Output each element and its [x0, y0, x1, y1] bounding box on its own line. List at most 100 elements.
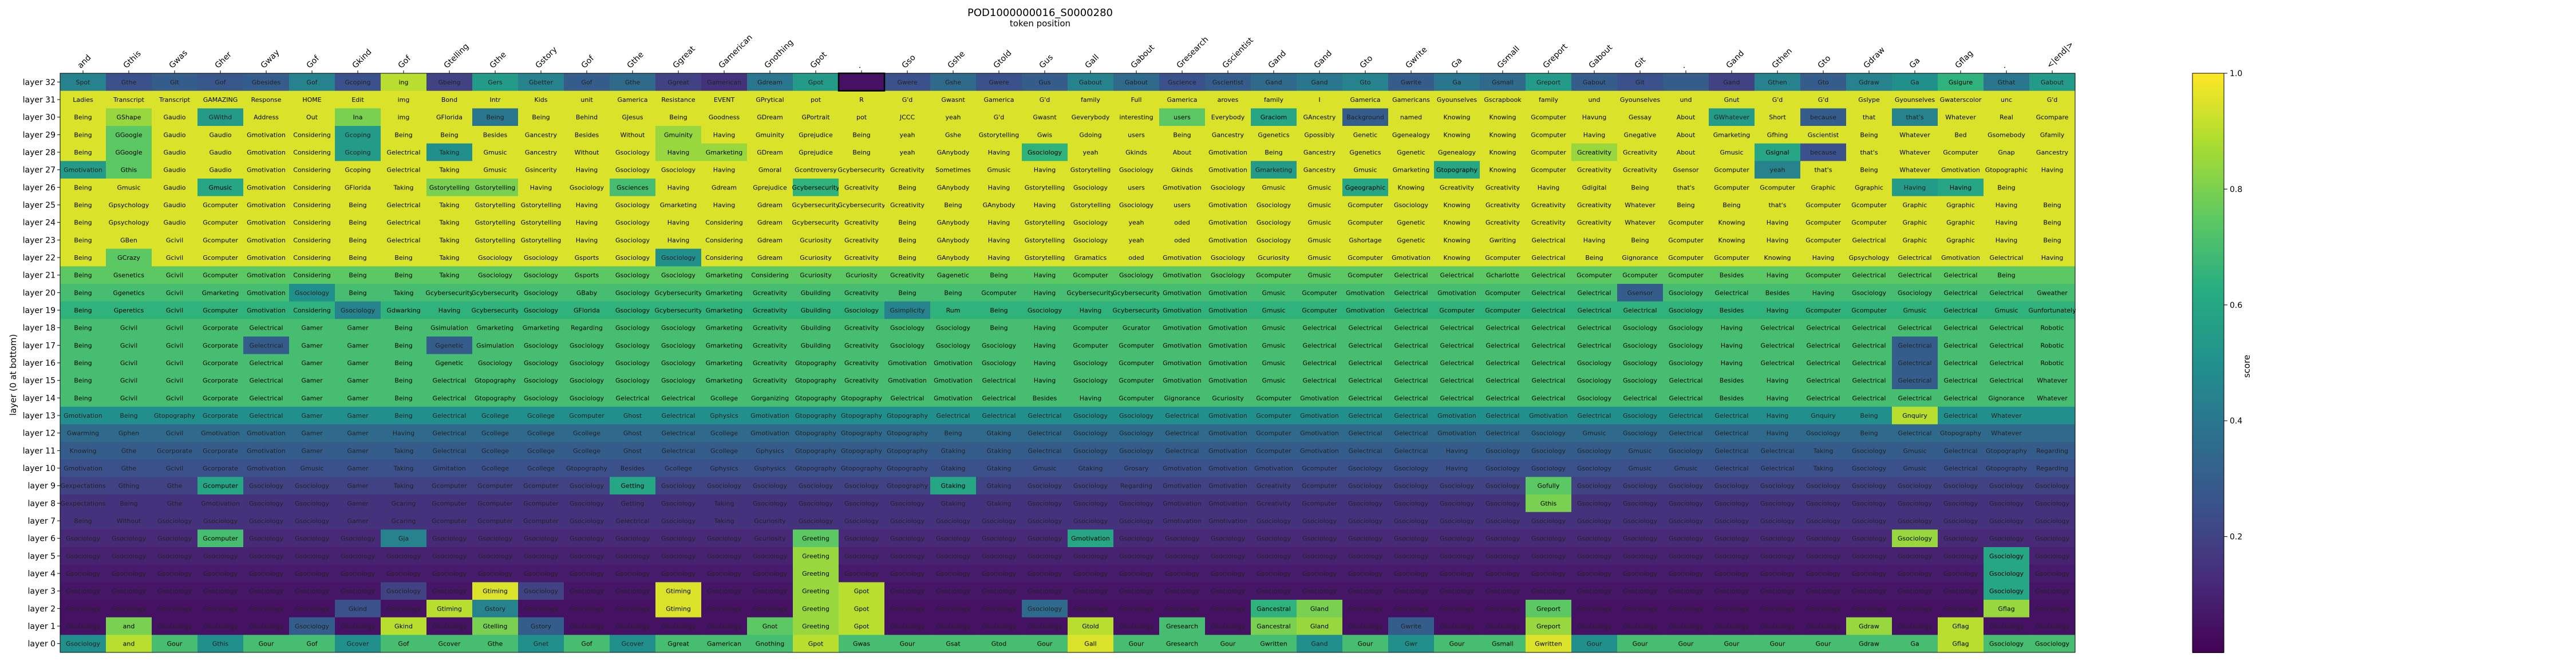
cell-label: Gsociology: [66, 605, 101, 612]
cell-label: Getting: [621, 500, 645, 507]
cell-label: Git: [1635, 78, 1645, 86]
cell-label: Bed: [1954, 131, 1966, 138]
heatmap-cell: [1526, 73, 1572, 92]
cell-label: Having: [1080, 394, 1102, 402]
cell-label: Gelectrical: [1303, 377, 1337, 385]
cell-label: Gsociology: [249, 517, 284, 525]
cell-label: Being: [394, 412, 412, 419]
cell-label: Gwasnt: [941, 96, 965, 104]
cell-label: Gand: [1265, 78, 1282, 86]
cell-label: Gmotivation: [1163, 342, 1202, 349]
cell-label: Gcomputer: [1119, 342, 1154, 349]
cell-label: Gsociology: [570, 588, 605, 595]
cell-label: Gsociology: [1485, 570, 1520, 577]
cell-label: Being: [990, 272, 1008, 279]
cell-label: Gsociology: [661, 167, 696, 174]
heatmap-cell: [1022, 179, 1068, 197]
cell-label: Gsociology: [2035, 482, 2070, 490]
cell-label: Gsociology: [203, 588, 238, 595]
cell-label: Gyounselves: [1620, 96, 1661, 104]
cell-label: Gelectrical: [1440, 377, 1474, 385]
heatmap-cell: [1068, 196, 1114, 214]
cell-label: Gsimulation: [430, 324, 468, 332]
cell-label: Gsociology: [524, 394, 559, 402]
cell-label: Gelectrical: [1394, 307, 1428, 314]
cell-label: GPortrait: [802, 114, 831, 121]
cell-label: Having: [576, 201, 598, 209]
cell-label: Ggreat: [667, 640, 689, 648]
cell-label: Knowing: [1444, 114, 1471, 121]
heatmap-cell: [930, 231, 977, 250]
cell-label: Gelectrical: [1486, 412, 1520, 419]
cell-label: Gscrapbook: [1484, 96, 1522, 104]
colorbar-tick-label: 0.6: [2230, 301, 2242, 310]
cell-label: Gdraw: [1859, 78, 1879, 86]
heatmap-cell: [1526, 161, 1572, 179]
cell-label: Knowing: [1398, 184, 1425, 191]
cell-label: Gamer: [347, 465, 369, 472]
cell-label: Gbuilding: [801, 342, 831, 349]
cell-label: Gsociology: [341, 588, 376, 595]
heatmap-cell: [1800, 126, 1847, 144]
cell-label: Gsociology: [295, 570, 330, 577]
cell-label: Being: [852, 149, 870, 156]
cell-label: Gmotivation: [1208, 201, 1247, 209]
cell-label: Having: [713, 201, 736, 209]
cell-label: About: [1677, 149, 1696, 156]
heatmap-cell: [1342, 196, 1389, 214]
heatmap-cell: [1342, 73, 1389, 92]
cell-label: Gmotivation: [1163, 500, 1202, 507]
heatmap-cell: [1297, 231, 1343, 250]
cell-label: Gmusic: [1903, 447, 1926, 454]
cell-label: Gelectrical: [1578, 412, 1611, 419]
heatmap-cell: [1571, 73, 1618, 92]
cell-label: Gsociology: [753, 482, 788, 490]
cell-label: aroves: [1218, 96, 1239, 104]
cell-label: GBen: [120, 236, 137, 244]
heatmap-cell: [197, 143, 244, 161]
heatmap-cell: [60, 248, 106, 267]
cell-label: Gmarketing: [706, 289, 743, 296]
cell-label: Gsociology: [615, 342, 650, 349]
cell-label: Taking: [393, 482, 413, 490]
heatmap-cell: [335, 179, 381, 197]
cell-label: Gabout: [1079, 78, 1103, 86]
cell-label: Behind: [576, 114, 598, 121]
cell-label: Gsociology: [1623, 342, 1658, 349]
heatmap-cell: [839, 179, 885, 197]
cell-label: Gsociology: [707, 570, 742, 577]
cell-label: Gelectrical: [433, 447, 467, 454]
heatmap-cell: [1205, 161, 1251, 179]
cell-label: Gmarketing: [706, 307, 743, 314]
cell-label: Gmusic: [1994, 307, 2018, 314]
cell-label: I: [1318, 96, 1320, 104]
cell-label: Gmotivation: [1208, 500, 1247, 507]
heatmap-cell: [976, 108, 1022, 126]
cell-label: Gtiming: [437, 605, 462, 612]
cell-label: Gmotivation: [1208, 359, 1247, 367]
heatmap-cell: [1755, 143, 1801, 161]
cell-label: Gsociology: [203, 605, 238, 612]
cell-label: Gelectrical: [1944, 465, 1978, 472]
cell-label: Gtopography: [1436, 167, 1477, 174]
cell-label: Gelectrical: [1944, 412, 1978, 419]
heatmap-cell: [1251, 161, 1297, 179]
cell-label: Gsociology: [1211, 184, 1246, 191]
cell-label: Gsociology: [1302, 588, 1337, 595]
cell-label: Gmotivation: [1437, 412, 1476, 419]
cell-label: Gamer: [347, 482, 369, 490]
heatmap-cell: [930, 213, 977, 232]
cell-label: Gelectrical: [1852, 324, 1886, 332]
cell-label: Gsociology: [295, 623, 330, 630]
cell-label: Gsociology: [295, 552, 330, 560]
cell-label: Gpsychology: [109, 219, 149, 227]
heatmap-cell: [1159, 90, 1206, 109]
cell-label: Gsociology: [1577, 359, 1612, 367]
cell-label: Gelectrical: [1440, 342, 1474, 349]
cell-label: Gelectrical: [982, 412, 1016, 419]
cell-label: Gcomputer: [203, 236, 238, 244]
heatmap-cell: [106, 213, 152, 232]
cell-label: Considering: [293, 184, 330, 191]
cell-label: Gsociology: [1898, 535, 1933, 543]
heatmap-cell: [472, 108, 519, 126]
